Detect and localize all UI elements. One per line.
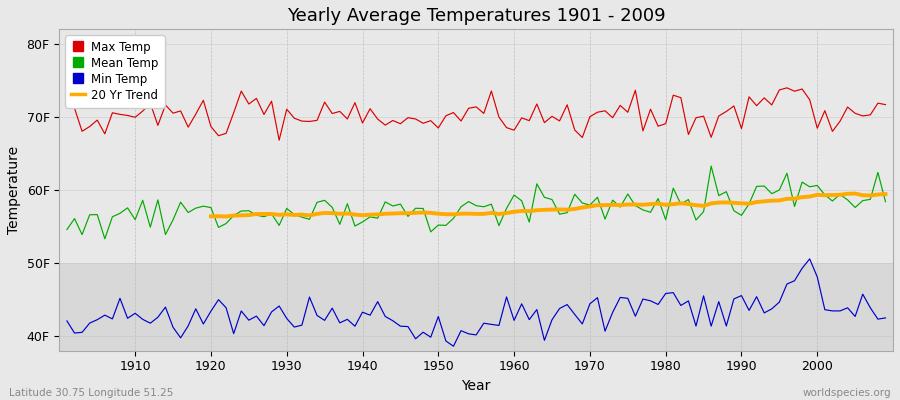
Text: Latitude 30.75 Longitude 51.25: Latitude 30.75 Longitude 51.25	[9, 388, 174, 398]
Bar	[59, 263, 893, 351]
Title: Yearly Average Temperatures 1901 - 2009: Yearly Average Temperatures 1901 - 2009	[287, 7, 665, 25]
X-axis label: Year: Year	[462, 379, 490, 393]
Y-axis label: Temperature: Temperature	[7, 146, 21, 234]
Legend: Max Temp, Mean Temp, Min Temp, 20 Yr Trend: Max Temp, Mean Temp, Min Temp, 20 Yr Tre…	[66, 35, 165, 108]
Text: worldspecies.org: worldspecies.org	[803, 388, 891, 398]
